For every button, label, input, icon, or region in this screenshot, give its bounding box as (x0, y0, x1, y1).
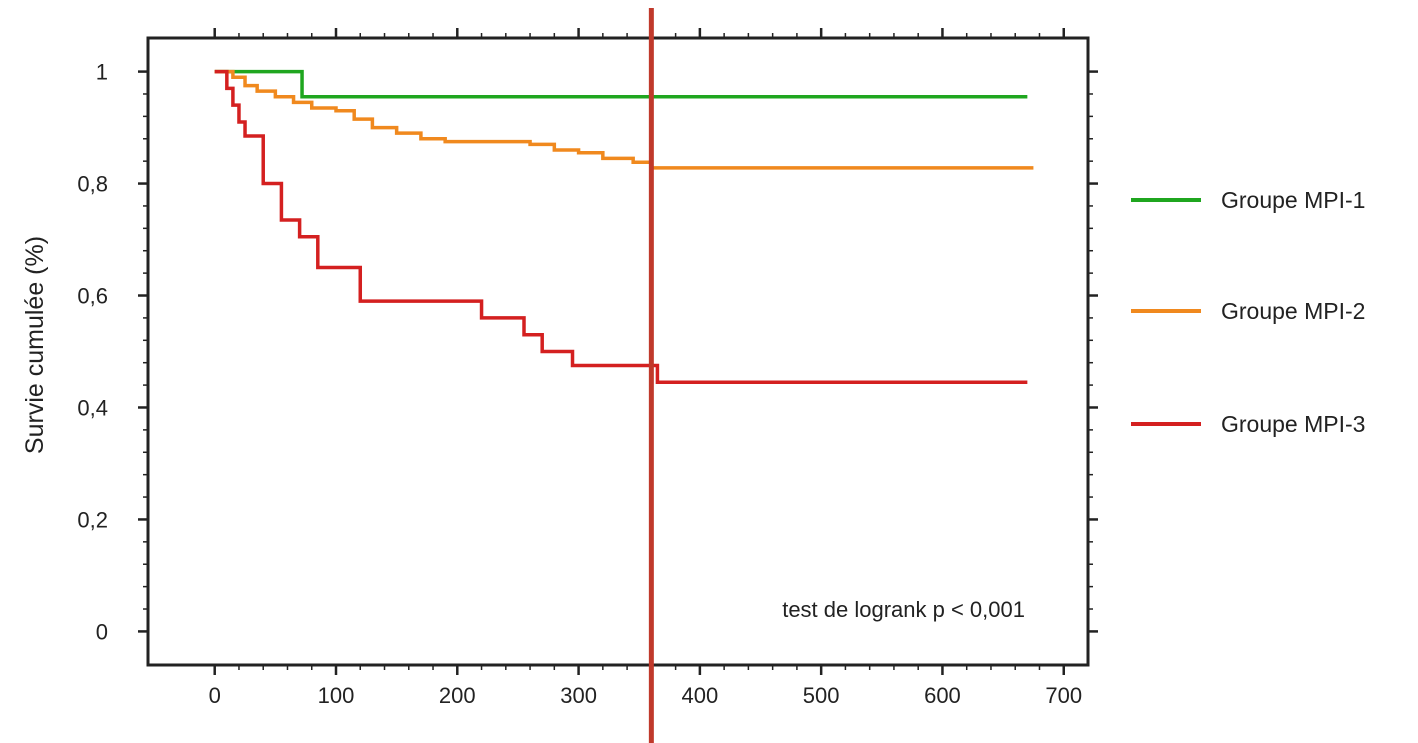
plot-frame-rect (146, 36, 1090, 667)
legend-label: Groupe MPI-1 (1221, 187, 1365, 213)
y-tick-label: 0,6 (77, 284, 108, 309)
y-tick-label: 0,4 (77, 395, 108, 420)
x-tick-label: 200 (439, 683, 476, 708)
x-tick-label: 400 (682, 683, 719, 708)
legend-label: Groupe MPI-2 (1221, 298, 1365, 324)
legend-label: Groupe MPI-3 (1221, 411, 1365, 437)
y-axis-label: Survie cumulée (%) (21, 236, 49, 454)
x-tick-label: 0 (209, 683, 221, 708)
series-line-groupe-mpi-2 (214, 69, 1034, 170)
y-tick-label: 0,8 (77, 172, 108, 197)
series-line-groupe-mpi-1 (214, 69, 1028, 99)
x-tick-label: 700 (1045, 683, 1082, 708)
x-tick-label: 300 (560, 683, 597, 708)
x-tick-label: 100 (318, 683, 355, 708)
plot-frame (146, 36, 1090, 667)
tick-labels: 0 100 200 300 400 500 600 700 0 0,2 0,4 0,6 0,8 1 (77, 60, 1082, 708)
series-line-groupe-mpi-3 (214, 69, 1028, 385)
logrank-annotation: test de logrank p < 0,001 (782, 597, 1025, 622)
y-tick-label: 1 (96, 60, 108, 85)
series-lines (214, 69, 1034, 385)
x-tick-label: 500 (803, 683, 840, 708)
y-tick-label: 0,2 (77, 507, 108, 532)
legend: Groupe MPI-1 Groupe MPI-2 Groupe MPI-3 (1131, 187, 1365, 437)
axis-ticks (138, 28, 1098, 675)
y-tick-label: 0 (96, 619, 108, 644)
x-tick-label: 600 (924, 683, 961, 708)
